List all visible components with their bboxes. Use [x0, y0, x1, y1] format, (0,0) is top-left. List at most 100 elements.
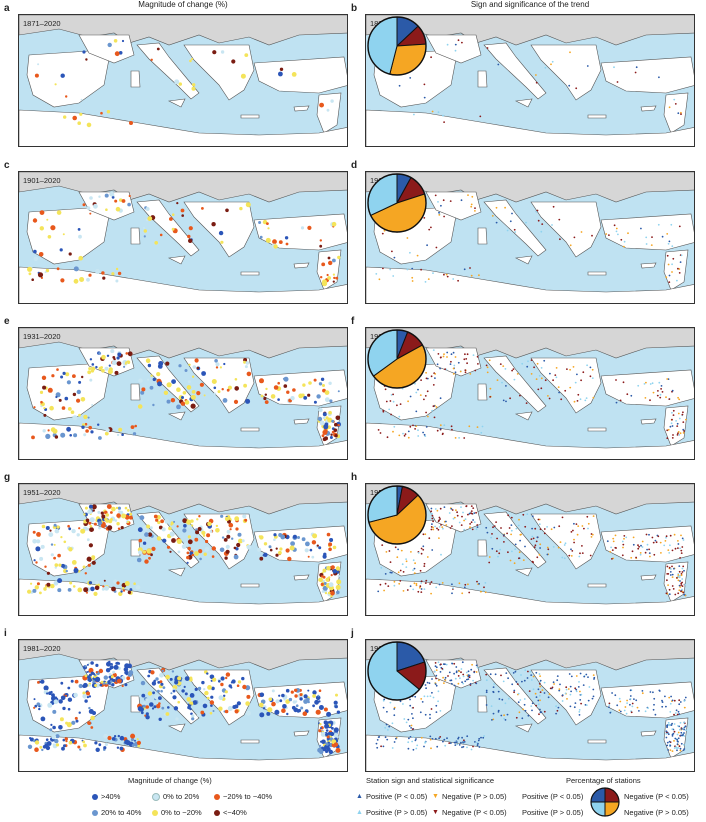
station-marker: [508, 527, 511, 529]
station-marker: [109, 191, 115, 197]
station-marker: [323, 707, 328, 712]
station-marker: [126, 676, 131, 681]
station-marker: [397, 548, 399, 551]
station-marker: [516, 683, 519, 685]
land-shape: [78, 34, 135, 64]
station-marker: [322, 437, 327, 442]
station-marker: [94, 741, 98, 745]
station-marker: [44, 271, 47, 274]
station-marker: [618, 697, 621, 700]
station-marker: [536, 556, 539, 559]
station-marker: [681, 571, 684, 573]
station-marker: [669, 702, 672, 705]
land-shape: [19, 109, 347, 146]
station-marker: [70, 410, 75, 414]
station-marker: [91, 504, 97, 510]
station-marker: [317, 416, 323, 422]
station-marker: [31, 278, 34, 281]
station-marker: [262, 707, 266, 710]
station-marker: [438, 516, 441, 519]
station-marker: [209, 711, 213, 715]
station-marker: [388, 550, 391, 552]
station-marker: [546, 553, 549, 556]
station-marker: [535, 696, 538, 698]
station-marker: [327, 591, 331, 595]
station-marker: [412, 717, 414, 720]
station-marker: [667, 584, 669, 586]
station-marker: [432, 520, 434, 523]
station-marker: [111, 196, 115, 199]
station-marker: [449, 742, 452, 744]
station-marker: [520, 533, 522, 536]
station-marker: [432, 349, 435, 351]
station-marker: [458, 437, 460, 439]
station-marker: [292, 388, 296, 392]
station-marker: [124, 581, 130, 586]
station-marker: [108, 519, 113, 524]
station-marker: [432, 405, 435, 408]
station-marker: [86, 591, 88, 594]
station-marker: [647, 707, 649, 709]
station-marker: [50, 553, 54, 557]
station-marker: [671, 573, 674, 576]
station-marker: [434, 525, 436, 528]
station-marker: [440, 524, 442, 526]
station-marker: [402, 571, 405, 573]
station-marker: [324, 422, 329, 427]
station-marker: [556, 675, 559, 677]
station-marker: [414, 428, 416, 430]
station-marker: [106, 661, 111, 667]
station-marker: [671, 437, 674, 439]
station-marker: [680, 574, 683, 577]
station-percentage-pie: [367, 16, 427, 76]
station-marker: [318, 689, 322, 692]
station-marker: [535, 81, 538, 84]
station-marker: [437, 690, 440, 693]
station-marker: [583, 527, 585, 530]
station-marker: [513, 562, 516, 565]
land-shape: [600, 681, 694, 719]
station-marker: [558, 391, 560, 394]
sign-legend-title: Station sign and statistical significanc…: [366, 776, 494, 785]
station-marker: [513, 689, 516, 692]
station-marker: [526, 365, 529, 368]
station-marker: [574, 687, 577, 690]
station-marker: [302, 711, 308, 716]
station-marker: [495, 206, 498, 209]
station-marker: [570, 548, 572, 551]
station-marker: [672, 588, 675, 590]
station-marker: [466, 362, 468, 365]
station-marker: [557, 386, 560, 388]
station-marker: [678, 703, 681, 706]
station-marker: [330, 565, 335, 570]
station-marker: [376, 739, 379, 741]
station-marker: [506, 713, 509, 716]
station-marker: [46, 218, 49, 221]
station-marker: [86, 696, 89, 699]
station-marker: [654, 539, 657, 542]
station-marker: [428, 682, 431, 685]
station-marker: [460, 524, 463, 526]
station-marker: [236, 542, 241, 548]
station-marker: [469, 523, 471, 525]
station-marker: [668, 106, 671, 109]
station-marker: [535, 704, 537, 707]
station-marker: [472, 519, 474, 521]
station-marker: [460, 668, 463, 670]
station-marker: [447, 675, 449, 677]
land-shape: [587, 427, 607, 432]
station-marker: [218, 695, 224, 701]
station-marker: [45, 268, 50, 273]
station-marker: [587, 522, 590, 525]
station-marker: [581, 552, 584, 554]
station-marker: [273, 538, 276, 541]
station-marker: [674, 547, 677, 550]
station-marker: [384, 736, 387, 739]
station-marker: [541, 223, 544, 225]
station-marker: [420, 698, 423, 700]
station-marker: [415, 391, 418, 394]
station-marker: [658, 381, 661, 384]
station-marker: [54, 528, 60, 534]
station-marker: [50, 543, 54, 546]
station-marker: [668, 240, 671, 243]
